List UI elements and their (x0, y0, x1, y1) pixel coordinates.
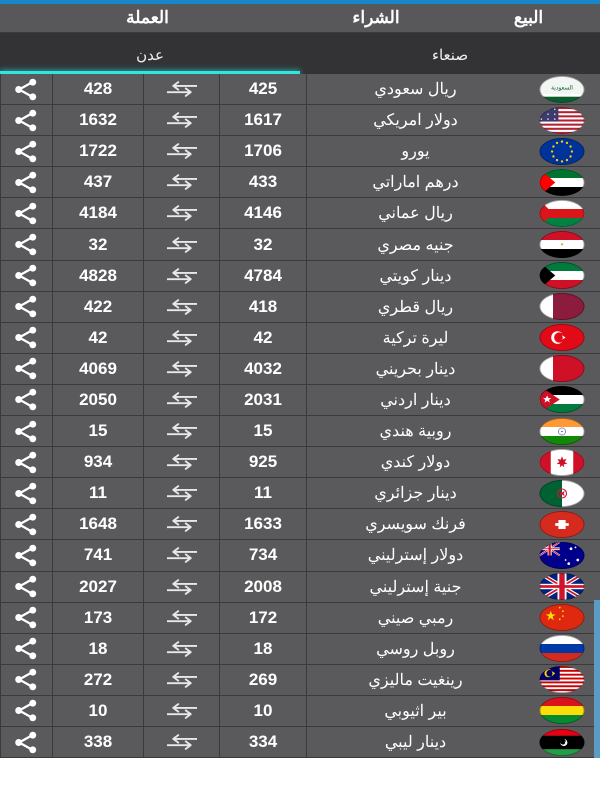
svg-text:السعودية: السعودية (551, 84, 573, 91)
svg-text:★: ★ (560, 242, 564, 247)
